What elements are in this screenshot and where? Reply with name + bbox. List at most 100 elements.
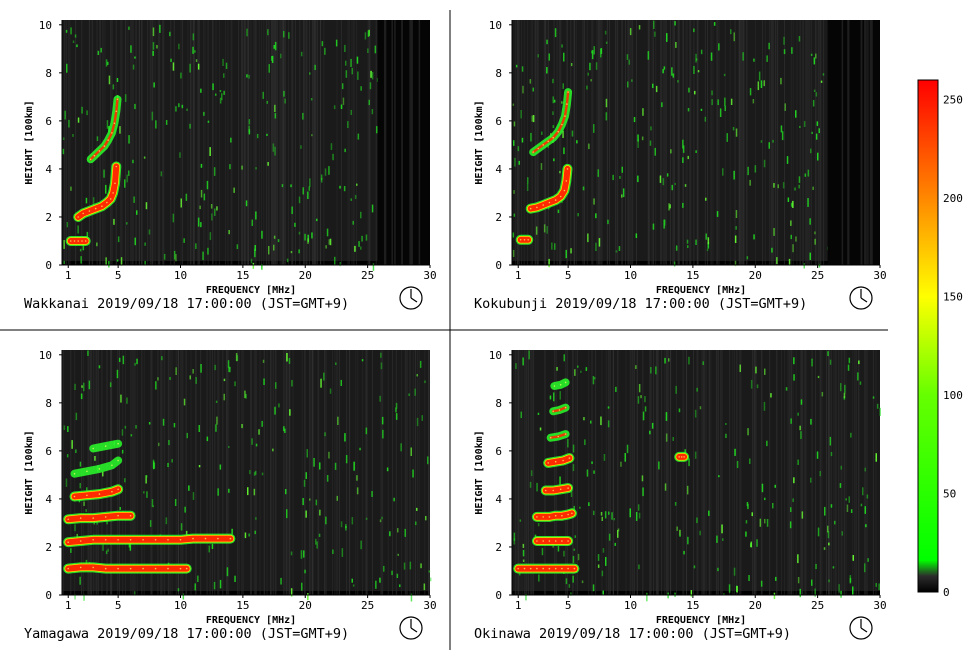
noise-speckle (838, 584, 840, 593)
noise-speckle (357, 133, 360, 140)
noise-speckle (76, 44, 78, 48)
noise-speckle (192, 492, 195, 500)
noise-speckle (117, 236, 120, 243)
echo-trace (70, 456, 123, 478)
noise-speckle (795, 236, 797, 242)
noise-speckle (809, 218, 811, 225)
noise-speckle (283, 426, 285, 432)
colorbar-tick-label: 150 (943, 291, 963, 304)
noise-speckle (573, 548, 575, 551)
echo-trace-core (65, 564, 190, 572)
echo-point (554, 514, 557, 517)
noise-speckle (655, 85, 658, 93)
echo-point (536, 516, 538, 518)
noise-speckle (119, 507, 121, 510)
noise-speckle (790, 220, 792, 226)
noise-speckle (62, 148, 65, 155)
noise-speckle (688, 87, 690, 93)
noise-speckle (864, 467, 866, 472)
x-tick-label: 10 (174, 599, 187, 612)
noise-speckle (105, 257, 107, 265)
noise-speckle (301, 582, 303, 591)
noise-speckle (151, 499, 154, 507)
noise-speckle (622, 188, 625, 198)
noise-speckle (325, 516, 327, 525)
noise-speckle (682, 139, 684, 149)
noise-speckle (106, 120, 109, 129)
noise-speckle (827, 531, 830, 539)
noise-speckle (611, 512, 613, 520)
noise-speckle (367, 48, 369, 53)
noise-speckle (369, 82, 372, 90)
echo-trace (86, 95, 122, 164)
noise-speckle (559, 476, 561, 485)
x-axis-label: FREQUENCY [MHz] (206, 615, 296, 626)
noise-speckle (819, 471, 821, 477)
noise-speckle (268, 246, 270, 255)
noise-speckle (850, 432, 852, 438)
noise-speckle (841, 531, 843, 536)
noise-speckle (813, 89, 816, 92)
noise-speckle (350, 109, 352, 115)
noise-speckle (783, 36, 785, 45)
noise-speckle (792, 200, 794, 208)
noise-speckle (105, 550, 108, 555)
noise-speckle (670, 149, 672, 154)
noise-speckle (812, 186, 814, 190)
station-caption: Kokubunji 2019/09/18 17:00:00 (JST=GMT+9… (474, 296, 807, 312)
noise-speckle (816, 121, 819, 126)
noise-speckle (755, 366, 757, 374)
noise-speckle (662, 178, 665, 186)
noise-speckle (210, 204, 213, 209)
clock-icon (399, 616, 423, 640)
noise-speckle (797, 577, 800, 584)
noise-speckle (797, 412, 799, 416)
noise-speckle (725, 433, 727, 438)
noise-speckle (818, 263, 821, 268)
noise-speckle (416, 417, 419, 427)
noise-speckle (286, 353, 288, 362)
noise-speckle (244, 390, 246, 399)
noise-speckle (170, 58, 172, 62)
noise-speckle (130, 434, 133, 437)
noise-speckle (668, 203, 670, 211)
noise-speckle (694, 90, 696, 95)
echo-point (563, 189, 566, 192)
noise-speckle (105, 184, 107, 194)
noise-speckle (380, 362, 383, 370)
noise-speckle (333, 105, 336, 110)
echo-point (536, 567, 538, 570)
echo-trace-core (545, 455, 573, 466)
noise-speckle (581, 580, 584, 584)
noise-speckle (543, 224, 546, 233)
noise-speckle (215, 424, 217, 432)
echo-point (678, 456, 680, 458)
noise-speckle (817, 527, 820, 537)
noise-speckle (162, 418, 165, 426)
noise-speckle (748, 575, 750, 581)
noise-speckle (820, 80, 823, 83)
noise-speckle (608, 511, 610, 515)
y-tick-label: 8 (495, 67, 502, 80)
noise-speckle (107, 61, 109, 65)
colorbar-tick-label: 0 (943, 586, 950, 599)
noise-speckle (134, 591, 136, 596)
noise-speckle (280, 577, 282, 585)
noise-speckle (309, 72, 311, 75)
noise-speckle (128, 170, 130, 176)
noise-speckle (570, 248, 572, 254)
x-axis-label: FREQUENCY [MHz] (656, 615, 746, 626)
noise-speckle (275, 382, 277, 389)
noise-speckle (313, 458, 315, 467)
noise-speckle (180, 198, 182, 208)
noise-speckle (263, 378, 265, 385)
noise-speckle (248, 129, 251, 135)
noise-speckle (521, 66, 524, 72)
noise-speckle (184, 506, 186, 513)
noise-speckle (604, 30, 607, 35)
noise-speckle (797, 554, 799, 564)
noise-speckle (711, 90, 713, 96)
noise-speckle (249, 470, 251, 475)
noise-speckle (200, 88, 202, 93)
